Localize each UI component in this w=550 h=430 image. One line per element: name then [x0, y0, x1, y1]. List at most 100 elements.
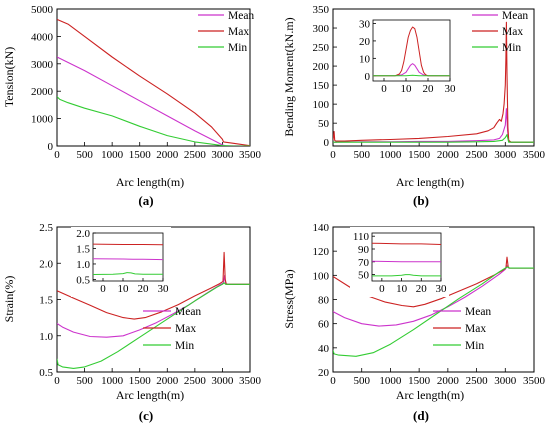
inset-y-tick-label: 90: [358, 244, 370, 256]
y-tick-label: 1.0: [39, 331, 53, 343]
inset-frame: [371, 232, 442, 282]
y-tick-label: 4000: [31, 31, 54, 43]
x-tick-label: 2000: [156, 375, 179, 387]
inset-y-tick-label: 1.5: [76, 243, 90, 255]
x-axis-label: Arc length(m): [116, 388, 184, 402]
inset-series-line-mean: [93, 258, 163, 261]
legend-label-max: Max: [502, 26, 523, 38]
y-tick-label: 40: [318, 343, 330, 355]
y-axis-label: Stress(MPa): [282, 269, 296, 328]
series-line-min: [333, 134, 534, 143]
legend-label-min: Min: [175, 340, 194, 352]
y-tick-label: 20: [318, 367, 330, 379]
x-tick-label: 3000: [494, 149, 517, 161]
y-tick-label: 150: [313, 80, 330, 92]
x-tick-label: 1000: [101, 375, 124, 387]
inset-x-tick-label: 10: [401, 83, 413, 95]
x-tick-label: 500: [353, 149, 370, 161]
inset-x-tick-label: 30: [436, 283, 448, 295]
inset-frame: [372, 19, 451, 82]
series-line-max: [57, 18, 250, 146]
inset-plot: 0 10 20 30 0 10 20 30: [351, 14, 458, 97]
inset-y-tick-label: 30: [359, 18, 371, 30]
legend-label-mean: Mean: [502, 10, 528, 22]
panel-label: (c): [139, 408, 153, 423]
inset-y-tick-label: 0.5: [76, 274, 90, 286]
x-tick-label: 2500: [184, 375, 207, 387]
panel-d: 0 500 1000 1500 2000 2500 3000 3500204060801001…: [282, 222, 546, 423]
inset-background: [71, 227, 171, 297]
y-axis-label: Bending Moment(kN.m): [282, 17, 296, 136]
inset-y-tick-label: 10: [359, 53, 371, 65]
inset-y-tick-label: 0: [365, 71, 371, 83]
y-tick-label: 2.0: [39, 258, 53, 270]
y-tick-label: 2000: [31, 86, 54, 98]
inset-y-tick-label: 50: [358, 270, 370, 282]
x-tick-label: 1000: [379, 375, 402, 387]
series-line-min: [57, 96, 250, 146]
inset-series-line-mean: [373, 63, 450, 77]
x-tick-label: 3500: [523, 375, 546, 387]
inset-x-tick-label: 10: [396, 283, 408, 295]
x-tick-label: 0: [54, 375, 60, 387]
inset-series-line-max: [93, 243, 163, 246]
inset-plot: 0 10 20 30 0.5 1.0 1.5 2.0: [71, 227, 171, 297]
series-line-max: [57, 251, 250, 320]
y-tick-label: 100: [313, 99, 330, 111]
x-tick-label: 1000: [101, 149, 124, 161]
plot-frame: [332, 8, 535, 147]
inset-x-tick-label: 30: [445, 83, 457, 95]
inset-x-tick-label: 20: [423, 83, 435, 95]
legend-label-max: Max: [228, 26, 249, 38]
inset-x-tick-label: 0: [100, 283, 106, 295]
inset-series-line-min: [93, 272, 163, 275]
inset-y-tick-label: 1.0: [76, 259, 90, 271]
inset-y-tick-label: 110: [353, 231, 370, 243]
x-tick-label: 2500: [466, 375, 489, 387]
y-tick-label: 350: [313, 4, 330, 16]
inset-y-tick-label: 2.0: [76, 228, 90, 240]
x-tick-label: 0: [330, 375, 336, 387]
y-tick-label: 200: [313, 61, 330, 73]
panel-c: 0 500 1000 1500 2000 2500 3000 3500 0.5 1.0 1.5 2.0…: [2, 222, 262, 423]
inset-x-tick-label: 20: [138, 283, 150, 295]
inset-x-tick-label: 0: [379, 283, 385, 295]
y-tick-label: 1.5: [39, 295, 53, 307]
y-tick-label: 0: [48, 141, 54, 153]
legend-label-mean: Mean: [175, 306, 201, 318]
inset-x-tick-label: 0: [381, 83, 387, 95]
inset-x-tick-label: 20: [416, 283, 428, 295]
x-tick-label: 0: [330, 149, 336, 161]
y-tick-label: 2.5: [39, 222, 53, 234]
x-tick-label: 2000: [437, 375, 460, 387]
legend: Mean Max Min: [198, 10, 254, 54]
x-tick-label: 3500: [239, 149, 262, 161]
legend-label-min: Min: [228, 42, 247, 54]
y-axis-label: Strain(%): [2, 276, 16, 323]
x-tick-label: 3000: [494, 375, 517, 387]
y-tick-label: 100: [313, 270, 330, 282]
y-tick-label: 120: [313, 246, 330, 258]
legend-label-max: Max: [465, 323, 486, 335]
series-line-max: [333, 21, 534, 143]
y-tick-label: 60: [318, 319, 330, 331]
inset-series-line-mean: [372, 260, 441, 263]
inset-frame: [92, 232, 164, 282]
series-line-mean: [57, 56, 250, 146]
panel-label: (b): [413, 193, 429, 208]
inset-x-tick-label: 30: [158, 283, 170, 295]
inset-y-tick-label: 20: [359, 36, 371, 48]
plot-frame: [56, 8, 251, 147]
y-tick-label: 0: [324, 137, 330, 149]
x-tick-label: 2000: [437, 149, 460, 161]
x-tick-label: 0: [54, 149, 60, 161]
inset-series-line-max: [372, 242, 441, 245]
y-tick-label: 80: [318, 295, 330, 307]
y-tick-label: 5000: [31, 4, 54, 16]
panel-a: 0 500 1000 1500 2000 2500 3000 3500 0 1000 2000 300…: [2, 4, 262, 208]
inset-series-line-min: [373, 74, 450, 77]
x-tick-label: 1500: [408, 149, 431, 161]
legend-label-max: Max: [175, 323, 196, 335]
